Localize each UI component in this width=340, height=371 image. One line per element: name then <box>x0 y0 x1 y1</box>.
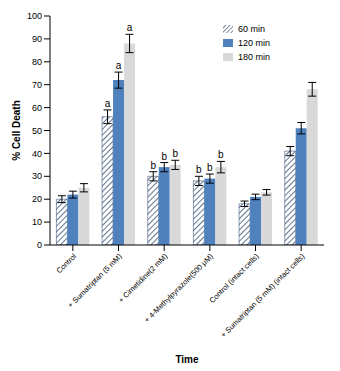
svg-text:Time: Time <box>175 354 199 363</box>
svg-text:40: 40 <box>32 149 42 159</box>
svg-text:+ Sumatriptan (5 mM) (intact c: + Sumatriptan (5 mM) (intact cells) <box>219 251 307 339</box>
svg-text:70: 70 <box>32 80 42 90</box>
svg-text:% Cell Death: % Cell Death <box>11 100 22 161</box>
svg-text:b: b <box>150 160 156 171</box>
svg-text:b: b <box>161 151 167 162</box>
svg-text:+ Sumatriptan (5 mM): + Sumatriptan (5 mM) <box>66 251 124 309</box>
svg-text:20: 20 <box>32 194 42 204</box>
svg-text:b: b <box>172 148 178 159</box>
svg-text:b: b <box>218 149 224 160</box>
svg-text:+ Cimetidine(2 mM): + Cimetidine(2 mM) <box>117 251 170 304</box>
svg-text:b: b <box>207 162 213 173</box>
html-text:120 min: 120 min <box>238 38 270 48</box>
svg-text:a: a <box>116 60 122 71</box>
svg-text:+ 4-Methylpyrazole(500 μM): + 4-Methylpyrazole(500 μM) <box>142 251 215 324</box>
svg-text:100: 100 <box>27 11 42 21</box>
svg-text:0: 0 <box>37 240 42 250</box>
svg-text:30: 30 <box>32 171 42 181</box>
svg-text:b: b <box>196 164 202 175</box>
svg-text:90: 90 <box>32 34 42 44</box>
svg-text:a: a <box>105 98 111 109</box>
svg-text:Control: Control <box>55 252 79 276</box>
svg-text:10: 10 <box>32 217 42 227</box>
svg-text:a: a <box>127 22 133 33</box>
html-text:180 min: 180 min <box>238 52 270 62</box>
html-text:60 min: 60 min <box>238 24 265 34</box>
svg-text:Control (intact cells): Control (intact cells) <box>207 251 261 305</box>
svg-text:50: 50 <box>32 126 42 136</box>
svg-text:60: 60 <box>32 103 42 113</box>
svg-text:80: 80 <box>32 57 42 67</box>
